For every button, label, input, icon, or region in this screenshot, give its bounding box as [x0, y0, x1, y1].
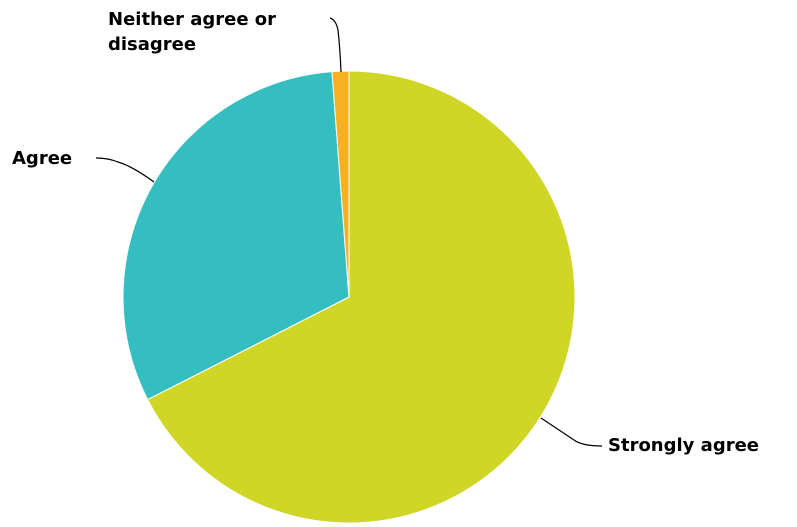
pie-slice-agree	[122, 71, 350, 401]
pie-slices	[122, 70, 576, 524]
label-strongly-agree: Strongly agree	[608, 435, 759, 456]
connector-agree	[95, 157, 155, 183]
label-agree: Agree	[12, 148, 72, 169]
label-neither-line2: disagree	[108, 34, 196, 55]
connector-neither	[329, 17, 342, 73]
connector-strongly-agree	[540, 417, 603, 447]
label-connectors	[95, 17, 603, 447]
pie-slice-strongly-agree	[146, 70, 576, 524]
label-neither-line1: Neither agree or	[108, 9, 276, 30]
slice-labels: Strongly agree Agree Neither agree or di…	[12, 9, 759, 456]
